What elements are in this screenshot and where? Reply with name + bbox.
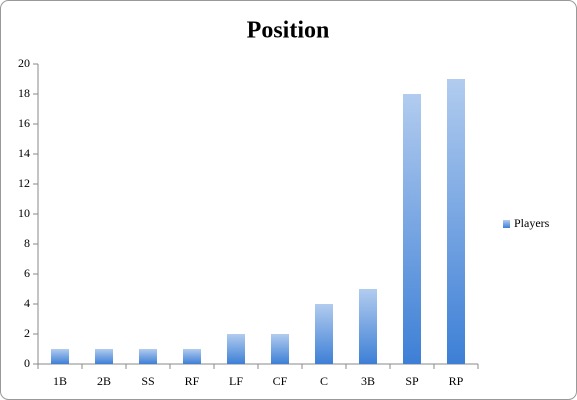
y-tick-label: 4	[24, 296, 30, 310]
bar	[315, 304, 333, 364]
bar	[227, 334, 245, 364]
x-tick-label: RF	[185, 374, 200, 388]
x-tick-label: RP	[449, 374, 464, 388]
bar	[51, 349, 69, 364]
bar	[271, 334, 289, 364]
y-tick-label: 10	[18, 206, 30, 220]
y-tick-label: 8	[24, 236, 30, 250]
bar	[403, 94, 421, 364]
x-tick-label: 2B	[97, 374, 111, 388]
bar	[139, 349, 157, 364]
y-tick-label: 6	[24, 266, 30, 280]
x-tick-label: SS	[141, 374, 154, 388]
x-tick-label: LF	[229, 374, 243, 388]
y-tick-label: 0	[24, 356, 30, 370]
bar	[183, 349, 201, 364]
legend-label: Players	[514, 216, 550, 230]
x-tick-label: C	[320, 374, 328, 388]
x-tick-label: 1B	[53, 374, 67, 388]
y-tick-label: 18	[18, 86, 30, 100]
y-tick-label: 12	[18, 176, 30, 190]
x-tick-label: 3B	[361, 374, 375, 388]
y-tick-label: 20	[18, 56, 30, 70]
x-tick-label: CF	[273, 374, 288, 388]
bar	[95, 349, 113, 364]
chart-title: Position	[247, 18, 330, 44]
x-tick-label: SP	[405, 374, 419, 388]
y-tick-label: 16	[18, 116, 30, 130]
bar	[359, 289, 377, 364]
legend-swatch	[503, 220, 510, 228]
y-tick-label: 2	[24, 326, 30, 340]
bar	[447, 79, 465, 364]
y-tick-label: 14	[18, 146, 30, 160]
